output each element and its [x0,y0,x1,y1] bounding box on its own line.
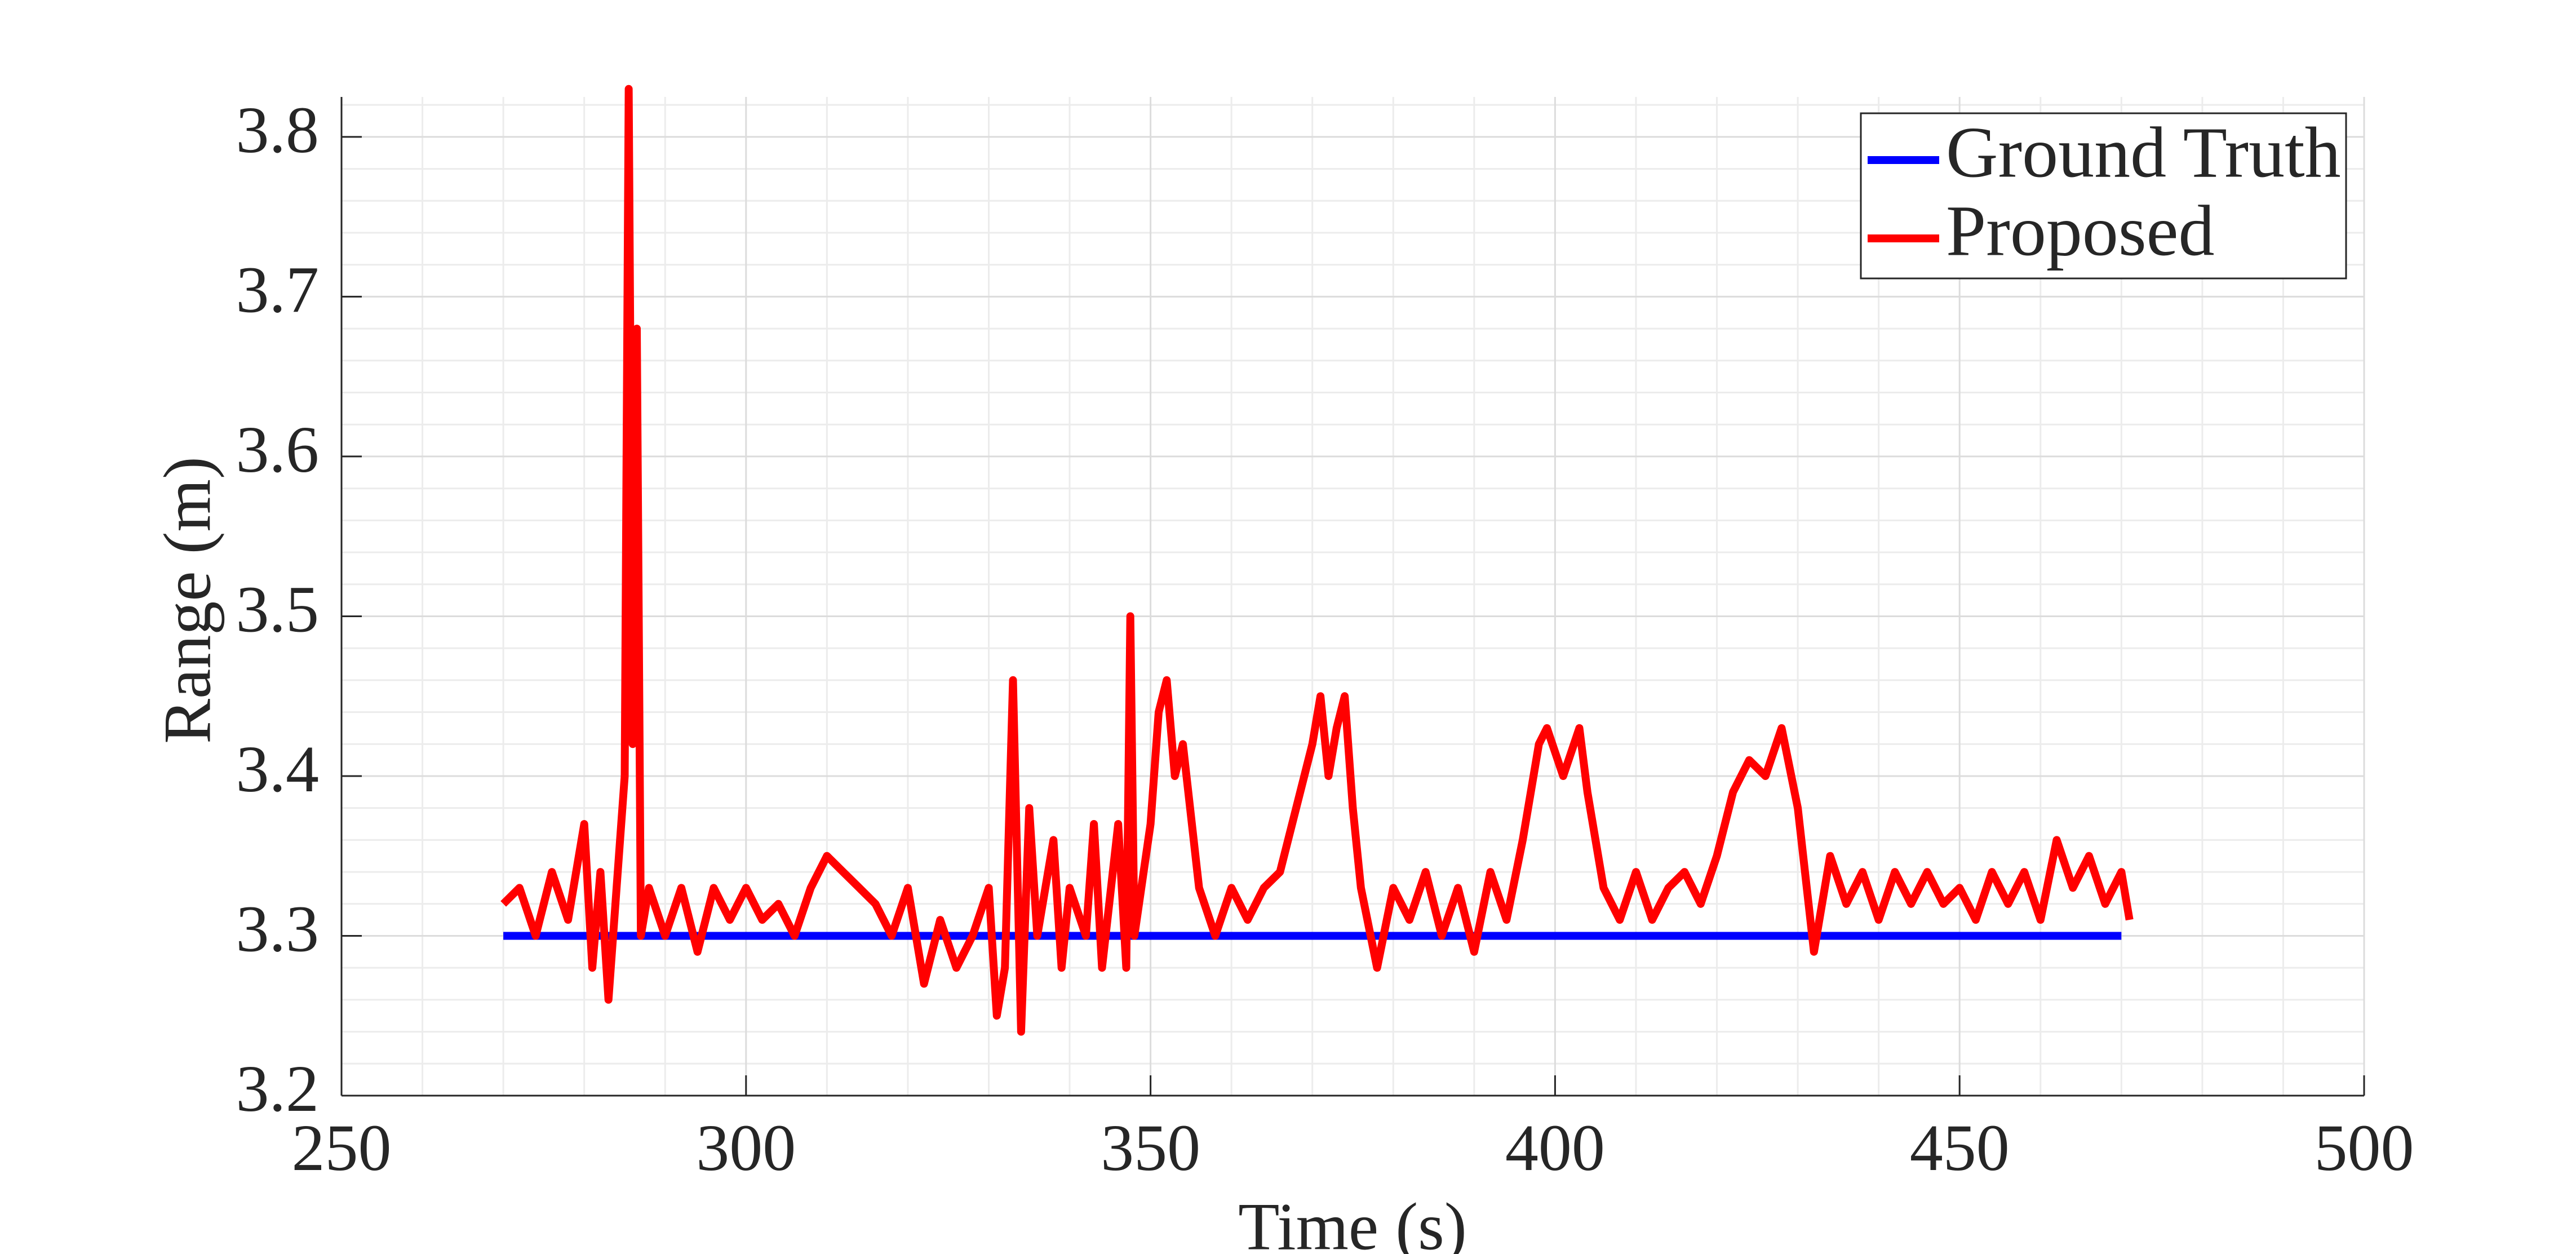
y-tick-label: 3.7 [236,252,320,326]
y-tick-label: 3.6 [236,413,320,486]
x-tick-label: 250 [292,1111,392,1185]
legend-box [1860,112,2347,280]
x-tick-label: 500 [2315,1111,2414,1185]
x-tick-label: 350 [1101,1111,1200,1185]
y-axis-label: Range (m) [150,457,225,744]
data-line [500,85,2134,1036]
x-tick-label: 400 [1505,1111,1605,1185]
x-tick-label: 300 [696,1111,796,1185]
legend-label: Ground Truth [1946,112,2341,192]
y-tick-label: 3.4 [236,732,320,806]
y-tick-label: 3.5 [236,573,320,646]
x-tick-label: 450 [1910,1111,2010,1185]
y-tick-label: 3.8 [236,93,320,167]
y-tick-label: 3.2 [236,1052,320,1126]
x-axis-label: Time (s) [1238,1189,1467,1254]
y-tick-label: 3.3 [236,892,320,966]
legend-label: Proposed [1946,190,2214,271]
grid [340,97,2365,1097]
